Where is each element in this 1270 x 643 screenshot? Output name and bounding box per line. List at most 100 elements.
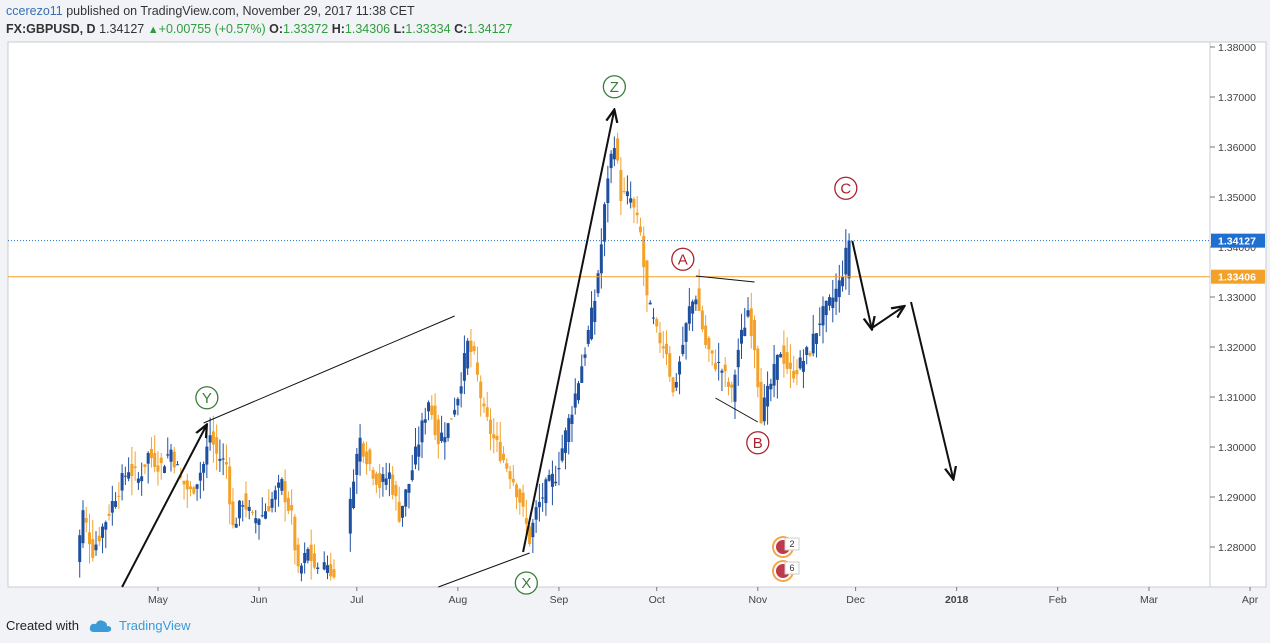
footer: Created with TradingView <box>6 618 191 633</box>
wave-label-a: A <box>678 251 688 268</box>
candle-body <box>237 500 241 519</box>
wave-label-circle <box>671 247 695 271</box>
candle-body <box>293 516 297 551</box>
candle-body <box>567 418 571 442</box>
candle-body <box>420 420 424 443</box>
candle-body <box>475 362 479 375</box>
candle-body <box>782 345 786 364</box>
candle-body <box>290 505 294 511</box>
cloud-icon <box>89 619 112 632</box>
close-label: C: <box>454 22 468 36</box>
wave-label-x: X <box>521 575 531 592</box>
candle-body <box>309 544 313 562</box>
candle-body <box>723 364 727 372</box>
wave-arrow <box>522 110 614 553</box>
candle-body <box>81 510 85 544</box>
candle-body <box>433 405 437 436</box>
candle-body <box>407 484 411 493</box>
candle-body <box>707 337 711 350</box>
candle-body <box>482 403 486 407</box>
candle-body <box>518 489 522 503</box>
candle-body <box>404 489 408 507</box>
candle-body <box>299 565 303 574</box>
candle-body <box>286 497 290 511</box>
candle-body <box>681 344 685 354</box>
wave-label-b: B <box>753 435 763 452</box>
candle-body <box>374 473 378 485</box>
candle-body <box>563 430 567 453</box>
candle-body <box>671 377 675 393</box>
candle-body <box>766 385 770 407</box>
y-tick-label: 1.37000 <box>1218 92 1256 104</box>
candle-body <box>599 244 603 274</box>
candle-body <box>133 466 137 468</box>
publish-info: ccerezo11 published on TradingView.com, … <box>6 4 415 18</box>
price-axis[interactable] <box>1209 41 1267 588</box>
open-label: O: <box>269 22 284 36</box>
candle-body <box>329 564 333 577</box>
candle-body <box>557 468 561 470</box>
open-value: 1.33372 <box>283 22 329 36</box>
candle-body <box>352 481 356 509</box>
candle-body <box>635 212 639 216</box>
candle-body <box>316 567 320 569</box>
plot-area[interactable] <box>7 41 1211 588</box>
candle-body <box>785 352 789 369</box>
y-tick-label: 1.28000 <box>1218 542 1256 554</box>
high-value: 1.34306 <box>344 22 391 36</box>
candle-body <box>306 549 310 561</box>
candle-body <box>590 307 594 340</box>
candle-body <box>593 300 597 322</box>
candle-body <box>779 354 783 358</box>
candle-body <box>603 204 607 242</box>
candle-body <box>713 363 717 370</box>
candle-body <box>544 479 548 504</box>
candle-body <box>325 565 329 573</box>
candle-body <box>162 466 166 473</box>
author-link[interactable]: ccerezo11 <box>6 4 63 18</box>
last-price-badge <box>1211 233 1265 248</box>
candle-body <box>651 317 655 319</box>
candle-body <box>821 306 825 326</box>
candle-body <box>694 299 698 305</box>
candle-body <box>762 397 766 422</box>
candle-body <box>674 381 678 388</box>
candle-body <box>505 463 509 469</box>
candle-body <box>84 518 88 523</box>
candle-body <box>749 308 753 336</box>
candle-body <box>110 500 114 513</box>
candle-body <box>466 340 470 369</box>
y-tick-label: 1.30000 <box>1218 442 1256 454</box>
candle-body <box>149 448 153 459</box>
candle-body <box>440 432 444 442</box>
candle-body <box>811 333 815 354</box>
candle-body <box>818 323 822 325</box>
candle-body <box>176 464 180 466</box>
candle-body <box>792 370 796 379</box>
candle-body <box>554 481 558 484</box>
candle-body <box>736 349 740 368</box>
wave-label-circle <box>514 571 538 595</box>
candle-body <box>436 419 440 445</box>
last-price-label: 1.34127 <box>1218 236 1256 248</box>
candle-body <box>537 501 541 508</box>
wave-label-circle <box>602 75 627 99</box>
candle-body <box>704 325 708 345</box>
candle-body <box>502 453 506 461</box>
candle-body <box>140 476 144 482</box>
candle-body <box>384 478 388 485</box>
x-tick-label: 2018 <box>945 594 969 606</box>
candle-body <box>296 544 300 567</box>
candle-body <box>202 463 206 473</box>
candle-body <box>78 535 82 563</box>
candle-body <box>814 333 818 344</box>
trend-line <box>438 552 530 588</box>
tradingview-link[interactable]: TradingView <box>118 618 191 633</box>
candle-body <box>156 465 160 472</box>
candle-body <box>697 288 701 311</box>
candle-body <box>805 347 809 355</box>
candle-body <box>788 362 792 369</box>
candle-body <box>182 480 186 485</box>
candle-body <box>550 473 554 487</box>
